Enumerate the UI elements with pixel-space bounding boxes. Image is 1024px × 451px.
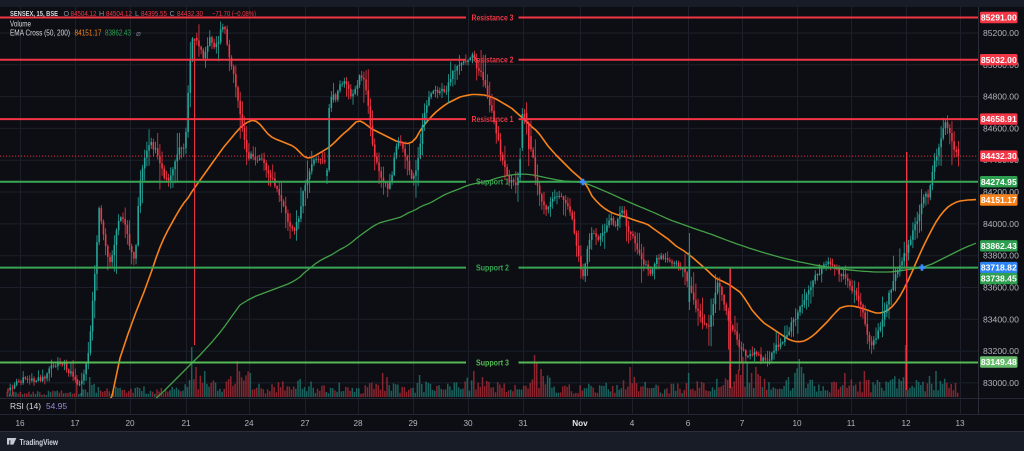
svg-text:L: L xyxy=(135,9,139,18)
svg-text:C: C xyxy=(170,9,175,18)
svg-text:84432.30: 84432.30 xyxy=(981,151,1017,161)
svg-text:29: 29 xyxy=(408,419,418,428)
svg-text:84600.00: 84600.00 xyxy=(983,123,1019,133)
svg-text:⌀: ⌀ xyxy=(136,29,141,38)
svg-text:SENSEX, 15, BSE: SENSEX, 15, BSE xyxy=(10,9,58,18)
svg-text:13: 13 xyxy=(955,419,965,428)
svg-text:85291.00: 85291.00 xyxy=(981,13,1017,23)
svg-text:RSI (14): RSI (14) xyxy=(10,402,41,411)
svg-text:12: 12 xyxy=(901,419,911,428)
svg-text:83400.00: 83400.00 xyxy=(983,314,1019,324)
svg-text:84504.12: 84504.12 xyxy=(71,9,97,18)
svg-text:6: 6 xyxy=(686,419,691,428)
svg-text:85200.00: 85200.00 xyxy=(983,28,1019,38)
svg-text:83800.00: 83800.00 xyxy=(983,251,1019,261)
svg-text:84395.55: 84395.55 xyxy=(141,9,167,18)
svg-text:83600.00: 83600.00 xyxy=(983,283,1019,293)
svg-text:84151.17: 84151.17 xyxy=(981,195,1017,205)
svg-text:24: 24 xyxy=(244,419,254,428)
svg-text:4: 4 xyxy=(630,419,635,428)
svg-text:16: 16 xyxy=(15,419,25,428)
svg-text:Resistance 2: Resistance 2 xyxy=(472,56,514,65)
svg-text:Support 3: Support 3 xyxy=(476,358,509,367)
svg-text:Support 1: Support 1 xyxy=(476,178,509,187)
svg-text:11: 11 xyxy=(847,419,856,428)
svg-text:83738.45: 83738.45 xyxy=(981,274,1017,284)
svg-text:83149.48: 83149.48 xyxy=(981,357,1017,367)
svg-text:83862.43: 83862.43 xyxy=(105,28,131,37)
svg-text:10: 10 xyxy=(792,419,802,428)
svg-text:84200.00: 84200.00 xyxy=(983,187,1019,197)
svg-text:Resistance 3: Resistance 3 xyxy=(472,13,514,22)
svg-text:Nov: Nov xyxy=(572,419,588,428)
svg-text:83718.82: 83718.82 xyxy=(981,263,1017,273)
svg-text:84800.00: 84800.00 xyxy=(983,92,1019,102)
svg-text:−71.70 (−0.08%): −71.70 (−0.08%) xyxy=(212,9,256,18)
svg-text:H: H xyxy=(99,9,104,18)
svg-text:30: 30 xyxy=(463,419,473,428)
svg-text:O: O xyxy=(64,9,70,18)
svg-text:84151.17: 84151.17 xyxy=(75,28,102,37)
svg-text:7: 7 xyxy=(740,419,745,428)
svg-text:85032.00: 85032.00 xyxy=(981,55,1017,65)
svg-text:Volume: Volume xyxy=(10,19,31,28)
svg-text:Support 2: Support 2 xyxy=(476,263,509,272)
svg-text:EMA Cross (50, 200): EMA Cross (50, 200) xyxy=(10,28,70,37)
svg-text:83200.00: 83200.00 xyxy=(983,346,1019,356)
svg-text:27: 27 xyxy=(300,419,310,428)
svg-text:84000.00: 84000.00 xyxy=(983,219,1019,229)
svg-text:20: 20 xyxy=(125,419,135,428)
svg-text:84504.12: 84504.12 xyxy=(106,9,132,18)
svg-text:21: 21 xyxy=(181,419,191,428)
svg-text:84432.30: 84432.30 xyxy=(177,9,203,18)
svg-text:28: 28 xyxy=(353,419,363,428)
svg-text:83000.00: 83000.00 xyxy=(983,378,1019,388)
svg-text:84658.91: 84658.91 xyxy=(981,114,1017,124)
svg-text:84274.95: 84274.95 xyxy=(981,177,1017,187)
svg-text:54.95: 54.95 xyxy=(46,402,68,411)
svg-text:17: 17 xyxy=(70,419,80,428)
svg-text:TradingView: TradingView xyxy=(20,437,59,447)
svg-text:83862.43: 83862.43 xyxy=(981,241,1017,251)
svg-text:31: 31 xyxy=(518,419,528,428)
svg-text:Resistance 1: Resistance 1 xyxy=(472,115,514,124)
